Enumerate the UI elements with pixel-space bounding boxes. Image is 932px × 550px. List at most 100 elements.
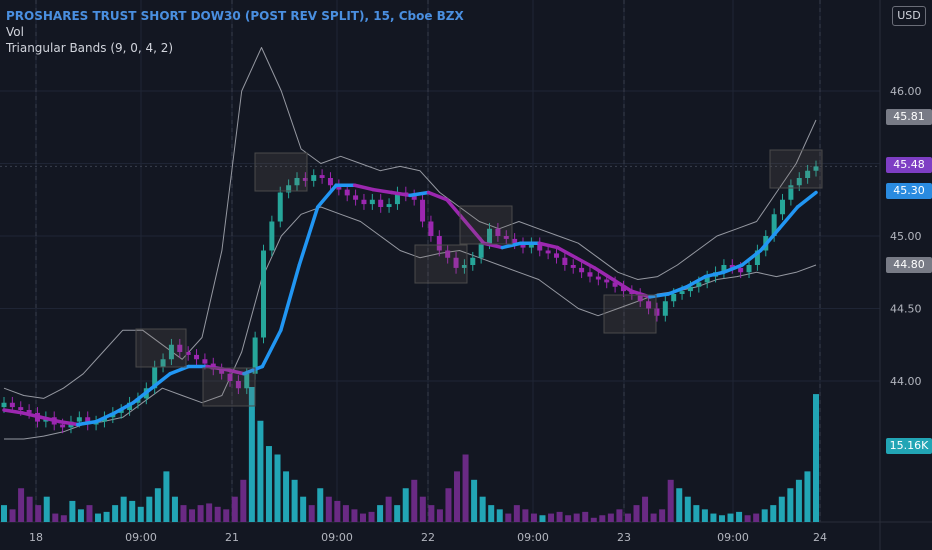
candle-body [805, 170, 811, 178]
y-tick-label: 45.00 [890, 230, 922, 243]
candle-body [252, 337, 258, 374]
volume-bar [120, 496, 127, 522]
candle-body [1, 402, 7, 408]
candle-body [520, 243, 526, 248]
currency-button[interactable]: USD [892, 6, 926, 26]
candle-body [269, 221, 275, 251]
candle-body [277, 192, 283, 222]
moving-average-segment [112, 401, 135, 415]
volume-bar [556, 511, 563, 522]
volume-bar [488, 505, 495, 522]
moving-average-segment [666, 285, 689, 296]
x-tick-label: 09:00 [717, 531, 749, 544]
volume-bar [462, 454, 469, 522]
candle-body [487, 228, 493, 244]
moving-average-segment [315, 183, 338, 209]
volume-bar [684, 496, 691, 522]
y-tick-label: 44.00 [890, 375, 922, 388]
candle-body [562, 257, 568, 265]
volume-bar [359, 513, 366, 522]
candle-body [721, 265, 727, 273]
symbol-title[interactable]: PROSHARES TRUST SHORT DOW30 (POST REV SP… [6, 9, 365, 23]
candle-body [369, 199, 375, 205]
moving-average-segment [758, 227, 781, 253]
candle-body [168, 344, 174, 360]
volume-bar [633, 505, 640, 522]
volume-bar [197, 505, 204, 522]
candle-body [327, 178, 333, 186]
candle-body [235, 381, 241, 389]
volume-bar [471, 479, 478, 522]
candle-body [428, 221, 434, 236]
upper-band-line [3, 47, 817, 399]
volume-bar [146, 496, 153, 522]
volume-bar [95, 513, 102, 522]
volume-bar [624, 513, 631, 522]
chart-legend: PROSHARES TRUST SHORT DOW30 (POST REV SP… [6, 9, 464, 55]
candle-body [780, 199, 786, 215]
volume-bar [582, 511, 589, 522]
moving-average-segment [149, 372, 172, 390]
candle-body [286, 185, 292, 193]
volume-bar [240, 479, 247, 522]
candle-body [353, 195, 359, 200]
moving-average-segment [242, 364, 265, 376]
volume-bar [291, 479, 298, 522]
moving-average-segment [94, 411, 117, 424]
volume-bar [667, 479, 674, 522]
volume-bar [813, 394, 819, 522]
moving-average-segment [463, 219, 486, 245]
volume-indicator-label[interactable]: Vol [6, 25, 24, 39]
candle-body [671, 294, 677, 302]
candle-body [461, 265, 467, 268]
candle-body [470, 257, 476, 265]
volume-bar [325, 496, 332, 522]
moving-average-segment [389, 190, 412, 198]
volume-bar [137, 506, 144, 522]
interval-label[interactable]: 15 [373, 9, 390, 23]
volume-bar [257, 420, 264, 522]
volume-bar [436, 509, 443, 522]
volume-bar [573, 513, 580, 522]
volume-bar [565, 515, 572, 522]
volume-bar [69, 500, 76, 522]
moving-average-segment [57, 419, 80, 427]
volume-bar [607, 513, 614, 522]
triangular-bands-indicator-label[interactable]: Triangular Bands (9, 0, 4, 2) [6, 41, 174, 55]
volume-bar [676, 488, 683, 522]
candle-body [411, 195, 417, 200]
volume-bar [590, 517, 597, 522]
candle-body [587, 272, 593, 277]
volume-bar [52, 513, 59, 522]
moving-average-segment [592, 266, 615, 282]
volume-bar [180, 505, 187, 522]
volume-bar [214, 506, 221, 522]
volume-bar [513, 505, 520, 522]
candle-body [202, 359, 208, 364]
candle-body [679, 291, 685, 294]
volume-bar [385, 496, 392, 522]
volume-bar [43, 496, 50, 522]
volume-bar [778, 496, 785, 522]
volume-bar [189, 509, 196, 522]
candle-body [637, 294, 643, 302]
x-tick-label: 18 [29, 531, 43, 544]
highlight-box [254, 152, 308, 192]
moving-average-segment [371, 187, 394, 195]
volume-bar [804, 471, 811, 522]
volume-bar [60, 515, 67, 522]
moving-average-segment [537, 241, 560, 250]
price-label-lower-band: 44.80 [886, 257, 932, 273]
candle-body [738, 267, 744, 273]
moving-average-segment [39, 415, 62, 424]
candle-body [194, 354, 200, 360]
candle-body [620, 286, 626, 292]
volume-bar [753, 513, 760, 522]
volume-bar [18, 488, 25, 522]
candle-body [445, 250, 451, 258]
moving-average-segment [260, 328, 283, 369]
candle-body [654, 308, 660, 316]
moving-average-segment [685, 274, 708, 289]
highlight-box [414, 244, 468, 284]
